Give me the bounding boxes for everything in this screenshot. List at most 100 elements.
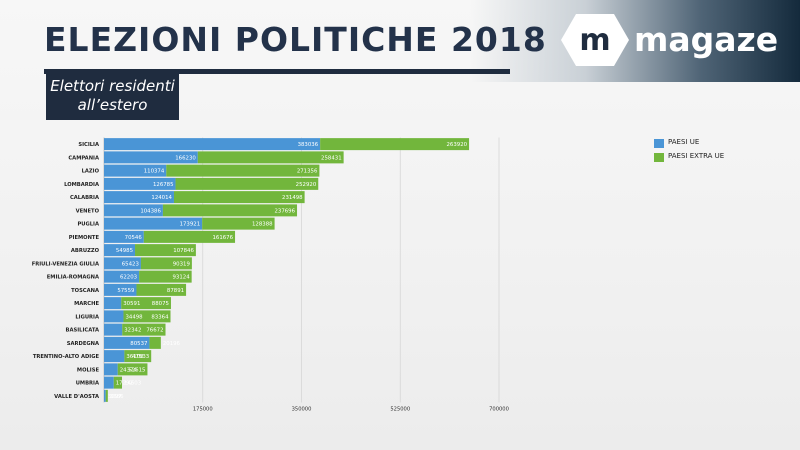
category-label: EMILIA-ROMAGNA bbox=[47, 275, 99, 281]
data-label-extra-ue: 258431 bbox=[321, 155, 342, 161]
bar-ue bbox=[104, 336, 150, 349]
bar-extra-ue bbox=[124, 350, 152, 363]
category-label: PIEMONTE bbox=[69, 235, 100, 241]
category-label: MOLISE bbox=[77, 367, 100, 373]
bar-ue bbox=[104, 177, 176, 190]
bar-extra-ue bbox=[122, 323, 166, 336]
category-label: MARCHE bbox=[74, 301, 99, 307]
labels-layer: SICILIA 383036 263920 CAMPANIA 166230 258431 L… bbox=[32, 142, 468, 400]
bar-ue bbox=[104, 204, 163, 217]
bar-ue bbox=[104, 217, 203, 230]
bar-ue bbox=[104, 164, 167, 177]
legend-swatch-extra-ue bbox=[654, 153, 664, 162]
data-label-ue: 104386 bbox=[140, 208, 161, 214]
data-label-extra-ue: 90319 bbox=[173, 261, 191, 267]
bar-extra-ue bbox=[140, 257, 192, 270]
bar-ue bbox=[104, 138, 321, 151]
bar-ue bbox=[104, 389, 106, 402]
subtitle-line-2: all’estero bbox=[77, 96, 148, 114]
data-label-extra-ue: 128388 bbox=[252, 222, 273, 228]
title-underline bbox=[44, 69, 510, 74]
bar-extra-ue bbox=[166, 164, 320, 177]
data-label-extra-ue: 271356 bbox=[297, 169, 318, 175]
bar-extra-ue bbox=[135, 244, 196, 257]
data-label-ue: 62203 bbox=[120, 275, 137, 281]
data-label-ue: 110374 bbox=[144, 169, 165, 175]
legend-label-ue: PAESI UE bbox=[668, 138, 700, 146]
bar-ue bbox=[104, 244, 136, 257]
x-axis: 175000 350000 525000 700000 bbox=[193, 407, 509, 413]
data-label-ue: 36108 bbox=[126, 354, 144, 360]
x-tick-label: 700000 bbox=[489, 407, 509, 413]
data-label-extra-ue: 83364 bbox=[151, 314, 169, 320]
category-label: LAZIO bbox=[82, 169, 100, 175]
category-label: PUGLIA bbox=[77, 222, 99, 228]
bar-ue bbox=[104, 323, 123, 336]
data-label-ue: 80537 bbox=[130, 341, 147, 347]
data-label-extra-ue: 87891 bbox=[167, 288, 184, 294]
data-label-ue: 30591 bbox=[123, 301, 140, 307]
data-label-ue: 173921 bbox=[180, 222, 201, 228]
x-tick-label: 525000 bbox=[390, 407, 410, 413]
data-label-extra-ue: 231498 bbox=[282, 195, 303, 201]
bar-ue bbox=[104, 230, 144, 243]
data-label-ue: 383036 bbox=[298, 142, 319, 148]
data-label-ue: 34498 bbox=[125, 314, 143, 320]
bar-extra-ue bbox=[113, 376, 122, 389]
x-tick-label: 350000 bbox=[292, 407, 312, 413]
data-label-ue: 126785 bbox=[153, 182, 174, 188]
category-label: TOSCANA bbox=[71, 288, 99, 294]
data-label-extra-ue: 52615 bbox=[128, 367, 145, 373]
category-label: UMBRIA bbox=[76, 381, 99, 387]
category-label: TRENTINO-ALTO ADIGE bbox=[33, 354, 100, 360]
subtitle-line-1: Elettori residenti bbox=[50, 77, 175, 95]
data-label-extra-ue: 88075 bbox=[152, 301, 169, 307]
data-label-ue: 32342 bbox=[124, 328, 141, 334]
category-label: CAMPANIA bbox=[68, 155, 99, 161]
brand-mark-letter: m bbox=[579, 23, 610, 58]
category-label: VENETO bbox=[76, 208, 100, 214]
category-label: SARDEGNA bbox=[67, 341, 99, 347]
data-label-ue: 54985 bbox=[116, 248, 133, 254]
legend-label-extra-ue: PAESI EXTRA UE bbox=[668, 152, 725, 160]
bar-extra-ue bbox=[320, 138, 470, 151]
bar-extra-ue bbox=[162, 204, 298, 217]
data-label-ue: 70546 bbox=[125, 235, 143, 241]
data-label-extra-ue: 47533 bbox=[132, 354, 149, 360]
bar-extra-ue bbox=[175, 177, 319, 190]
bar-ue bbox=[104, 270, 140, 283]
data-label-ue: 124014 bbox=[151, 195, 172, 201]
data-label-ue: 57559 bbox=[117, 288, 135, 294]
bars-layer bbox=[104, 138, 470, 402]
bar-extra-ue bbox=[123, 310, 171, 323]
data-label-extra-ue: 161676 bbox=[212, 235, 233, 241]
category-label: FRIULI-VENEZIA GIULIA bbox=[32, 261, 99, 267]
data-label-ue: 3097 bbox=[108, 394, 122, 400]
x-tick-label: 175000 bbox=[193, 407, 213, 413]
bar-extra-ue bbox=[173, 191, 305, 204]
bar-extra-ue bbox=[149, 336, 161, 349]
bar-ue bbox=[104, 297, 122, 310]
bar-extra-ue bbox=[197, 151, 344, 164]
bar-ue bbox=[104, 350, 125, 363]
data-label-ue: 24374 bbox=[120, 367, 138, 373]
header-gradient-band bbox=[470, 0, 800, 82]
bar-ue bbox=[104, 257, 141, 270]
bar-extra-ue bbox=[117, 363, 148, 376]
hexagon-logo-icon: m bbox=[561, 14, 629, 66]
data-label-extra-ue: 252920 bbox=[296, 182, 317, 188]
bar-extra-ue bbox=[136, 283, 187, 296]
data-label-extra-ue: 237696 bbox=[274, 208, 295, 214]
bar-ue bbox=[104, 363, 118, 376]
bar-extra-ue bbox=[143, 230, 236, 243]
bar-ue bbox=[104, 376, 114, 389]
bar-ue bbox=[104, 191, 174, 204]
data-label-extra-ue: 20196 bbox=[163, 341, 181, 347]
category-label: LOMBARDIA bbox=[64, 182, 99, 188]
bar-ue bbox=[104, 310, 124, 323]
data-label-extra-ue: 107846 bbox=[173, 248, 194, 254]
category-label: LIGURIA bbox=[75, 314, 99, 320]
data-label-extra-ue: 93124 bbox=[172, 275, 190, 281]
bar-extra-ue bbox=[202, 217, 275, 230]
